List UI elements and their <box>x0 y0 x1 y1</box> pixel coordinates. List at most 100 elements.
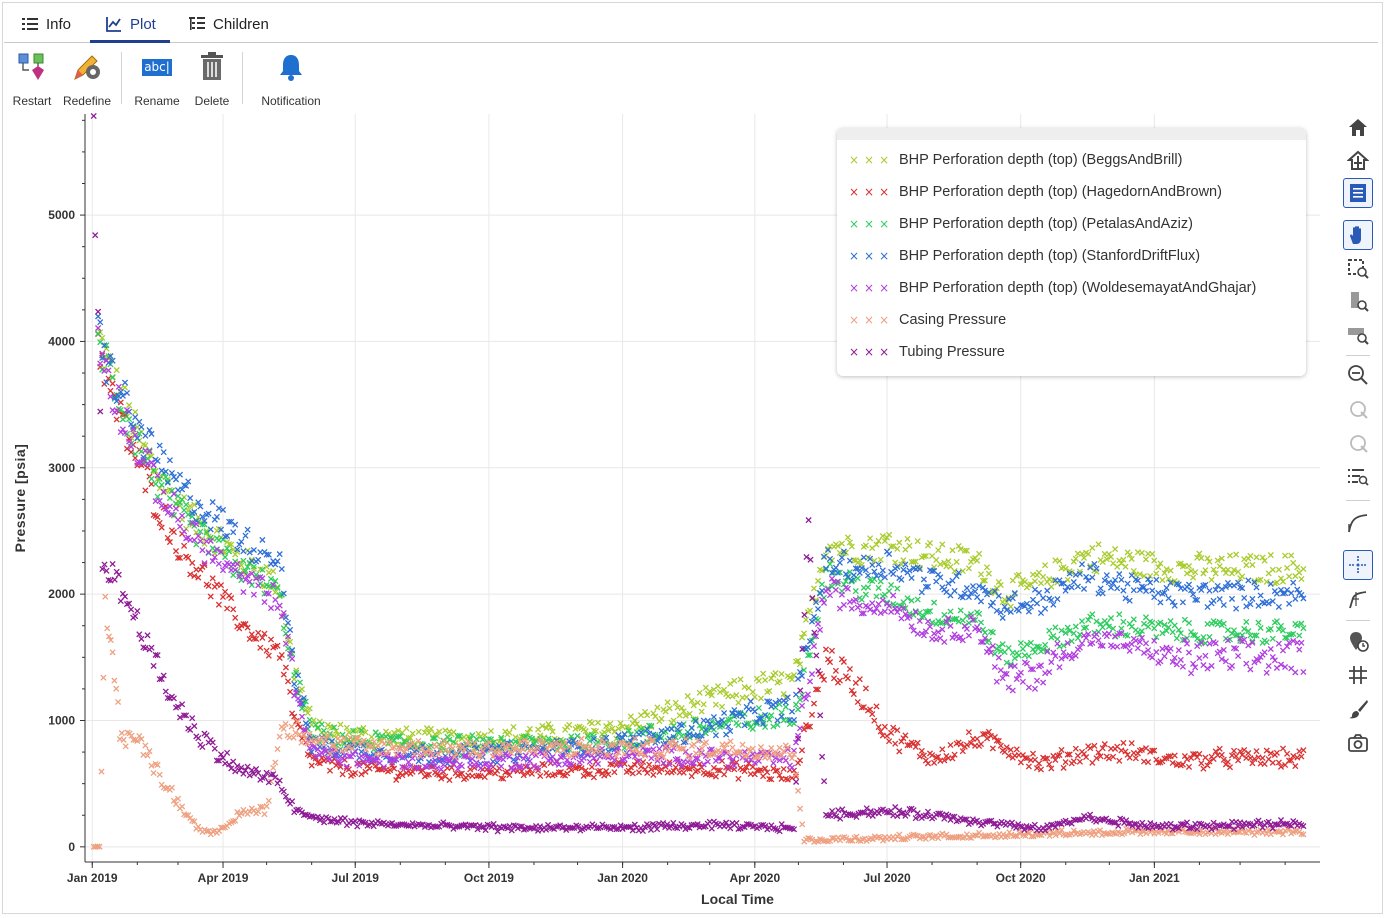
data-point <box>869 561 876 569</box>
data-point <box>102 593 109 600</box>
data-point <box>1275 759 1282 766</box>
data-point <box>586 737 593 745</box>
crosshair-icon[interactable] <box>1343 550 1373 580</box>
data-point <box>798 702 806 709</box>
legend-item[interactable]: ××× BHP Perforation depth (top) (PetalasA… <box>837 213 1193 235</box>
rename-button[interactable]: abc| Rename <box>134 46 180 108</box>
data-point <box>150 467 157 474</box>
data-point <box>985 589 992 596</box>
zoom-out-icon[interactable] <box>1343 360 1373 390</box>
data-point <box>498 734 505 741</box>
data-point <box>1072 623 1079 630</box>
tab-plot[interactable]: Plot <box>90 6 170 43</box>
data-point <box>109 560 116 568</box>
legend-item[interactable]: ××× Casing Pressure <box>837 309 1006 331</box>
data-point <box>1064 624 1071 631</box>
data-point <box>282 720 289 727</box>
legend-item[interactable]: ××× BHP Perforation depth (top) (Hagedorn… <box>837 181 1222 203</box>
tab-children[interactable]: Children <box>189 6 269 42</box>
brush-icon[interactable] <box>1343 694 1373 724</box>
data-point <box>1048 765 1055 772</box>
clock-marker-icon[interactable] <box>1343 626 1373 656</box>
data-point <box>1275 566 1282 573</box>
zoom-x-icon[interactable] <box>1343 319 1373 349</box>
pan-icon[interactable] <box>1343 220 1373 250</box>
undo-icon[interactable] <box>1343 394 1373 424</box>
data-point <box>788 708 796 715</box>
camera-icon[interactable] <box>1343 728 1373 758</box>
legend-item[interactable]: ××× BHP Perforation depth (top) (BeggsAnd… <box>837 149 1182 171</box>
data-point <box>749 688 756 695</box>
data-point <box>1149 587 1156 594</box>
data-point <box>814 686 822 693</box>
legend-label: Casing Pressure <box>899 312 1007 328</box>
data-point <box>280 590 287 597</box>
data-point <box>1054 596 1061 603</box>
data-point <box>300 694 307 702</box>
data-point <box>189 559 196 566</box>
data-point <box>983 735 991 742</box>
data-point <box>172 548 180 555</box>
curve-icon[interactable] <box>1343 508 1373 538</box>
data-point <box>209 558 216 565</box>
data-point <box>782 703 789 710</box>
data-point <box>721 771 728 778</box>
data-point <box>187 519 194 526</box>
data-point <box>1130 567 1137 575</box>
data-point <box>1257 624 1264 631</box>
redo-icon[interactable] <box>1343 428 1373 458</box>
data-point <box>1194 596 1201 604</box>
data-point <box>1210 566 1217 573</box>
data-point <box>199 521 206 528</box>
data-point <box>228 595 235 602</box>
delete-button[interactable]: Delete <box>190 46 234 108</box>
tab-bar: Info Plot Children <box>4 6 1378 43</box>
data-point <box>265 652 272 659</box>
data-point <box>207 526 214 533</box>
data-point <box>1011 655 1018 662</box>
data-point <box>963 625 970 632</box>
tab-info[interactable]: Info <box>22 6 71 42</box>
data-point <box>1165 624 1172 631</box>
data-point <box>931 599 938 606</box>
data-point <box>1243 562 1250 569</box>
data-point <box>656 745 663 752</box>
data-point <box>234 548 241 556</box>
data-point <box>642 708 649 715</box>
zoom-list-icon[interactable] <box>1343 462 1373 492</box>
data-point <box>1033 677 1041 684</box>
data-point <box>933 636 940 643</box>
data-point <box>199 547 206 554</box>
restart-button[interactable]: Restart <box>10 46 54 108</box>
grid-icon[interactable] <box>1343 660 1373 690</box>
home-icon[interactable] <box>1343 112 1373 142</box>
reset-axes-icon[interactable] <box>1343 145 1373 175</box>
data-point <box>1214 557 1221 564</box>
data-point <box>871 576 878 583</box>
data-point <box>547 724 554 731</box>
cursor-icon[interactable] <box>1343 584 1373 614</box>
data-point <box>185 511 192 518</box>
data-point <box>727 764 734 771</box>
legend-item[interactable]: ××× BHP Perforation depth (top) (Woldesem… <box>837 277 1256 299</box>
data-point <box>362 729 369 736</box>
legend-item[interactable]: ××× Tubing Pressure <box>837 341 1005 363</box>
zoom-y-icon[interactable] <box>1343 286 1373 316</box>
data-point <box>888 729 895 736</box>
data-point <box>712 732 719 739</box>
zoom-box-icon[interactable] <box>1343 253 1373 283</box>
data-point <box>1275 640 1282 647</box>
legend-item[interactable]: ××× BHP Perforation depth (top) (Stanford… <box>837 245 1200 267</box>
notification-button[interactable]: Notification <box>256 46 326 108</box>
data-point <box>741 722 748 729</box>
redefine-button[interactable]: Redefine <box>62 46 112 108</box>
legend-toggle-icon[interactable] <box>1343 178 1373 208</box>
data-point <box>888 543 895 550</box>
data-point <box>1007 608 1014 615</box>
data-point <box>1050 632 1057 639</box>
data-point <box>176 554 184 561</box>
data-point <box>892 740 899 747</box>
pressure-scatter-plot[interactable]: 0 1000 2000 3000 4000 5000 Jan 2019 Apr 2019 Jul… <box>0 108 1340 918</box>
data-point <box>1066 751 1073 758</box>
data-point <box>796 725 804 732</box>
